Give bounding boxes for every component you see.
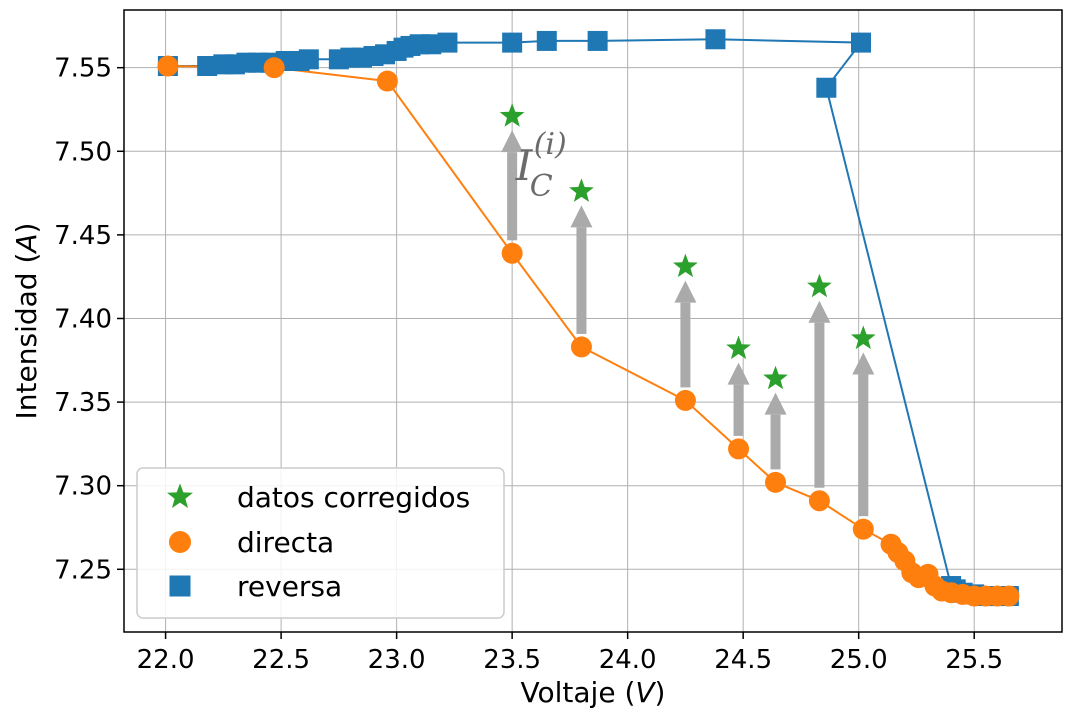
data-point-square	[851, 32, 871, 53]
data-point-circle	[570, 336, 592, 358]
correction-arrow-shaft	[576, 227, 587, 334]
y-tick-label: 7.55	[54, 54, 112, 84]
annotation-subscript: C	[530, 169, 553, 204]
y-tick-label: 7.25	[54, 555, 112, 585]
correction-arrow-head	[501, 130, 524, 153]
data-point-circle	[728, 438, 750, 460]
data-point-circle	[765, 471, 787, 493]
data-point-square	[705, 29, 726, 50]
data-point-star	[807, 273, 832, 298]
correction-arrow-shaft	[733, 384, 744, 436]
y-tick-label: 7.50	[54, 137, 112, 167]
correction-arrow-head	[764, 392, 787, 415]
y-tick-label: 7.40	[54, 304, 112, 334]
legend-box	[136, 467, 505, 619]
data-point-square	[197, 56, 218, 77]
legend: datos corregidos directa reversa	[136, 467, 505, 619]
data-point-square	[421, 34, 442, 55]
data-point-circle	[501, 242, 523, 264]
data-point-square	[437, 32, 458, 53]
data-point-star	[673, 253, 698, 278]
correction-arrow-head	[852, 352, 875, 375]
correction-arrow-shaft	[507, 152, 518, 241]
plot-frame	[123, 9, 1063, 633]
data-point-circle	[376, 70, 398, 92]
x-tick-label: 22.5	[252, 645, 310, 675]
data-point-star	[569, 178, 594, 202]
data-point-square	[816, 77, 837, 98]
grid	[124, 10, 1062, 632]
data-point-circle	[998, 585, 1020, 607]
data-point-square	[587, 30, 608, 51]
legend-label: datos corregidos	[237, 481, 470, 514]
x-tick-label: 23.0	[368, 645, 426, 675]
correction-arrow-head	[674, 280, 697, 303]
annotation-symbol: I	[515, 141, 534, 190]
x-tick-label: 23.5	[483, 645, 541, 675]
data-point-star	[726, 335, 751, 360]
annotation-ic: IC (i)	[515, 127, 567, 204]
data-point-circle	[157, 55, 179, 77]
y-tick-label: 7.30	[54, 472, 112, 502]
correction-arrow-shaft	[680, 302, 691, 388]
x-axis-label: Voltaje (V)	[521, 676, 666, 709]
legend-marker-star	[167, 483, 193, 509]
correction-arrow-shaft	[814, 322, 825, 488]
legend-marker-square	[169, 575, 191, 597]
correction-arrow-head	[727, 362, 750, 385]
data-point-star	[850, 325, 876, 350]
legend-label: directa	[237, 526, 334, 559]
x-tick-label: 22.0	[137, 645, 195, 675]
correction-arrow-shaft	[858, 374, 869, 517]
data-point-square	[502, 32, 523, 53]
correction-arrow-head	[808, 300, 831, 323]
data-point-circle	[852, 518, 874, 540]
x-tick-label: 24.5	[714, 645, 772, 675]
annotation-superscript: (i)	[534, 127, 567, 162]
correction-arrows	[501, 130, 875, 517]
x-tick-label: 25.5	[945, 645, 1003, 675]
data-point-circle	[263, 57, 285, 79]
legend-marker-circle	[168, 530, 192, 554]
data-marks	[157, 29, 1020, 607]
data-point-circle	[808, 490, 830, 512]
axis-ticks: 22.0 22.5 23.0 23.5 24.0 24.5 25.0 25.5 7.25 7.30…	[54, 54, 1003, 675]
y-tick-label: 7.45	[54, 221, 112, 251]
data-point-circle	[674, 389, 696, 411]
data-point-square	[298, 49, 319, 70]
data-point-square	[536, 30, 557, 51]
legend-label: reversa	[237, 570, 342, 603]
correction-arrow-head	[570, 205, 593, 228]
x-tick-label: 24.0	[599, 645, 657, 675]
data-point-star	[499, 103, 525, 127]
correction-arrow-shaft	[770, 414, 781, 470]
y-tick-label: 7.35	[54, 388, 112, 418]
y-axis-label: Intensidad (A)	[10, 223, 43, 420]
data-point-star	[763, 365, 788, 390]
x-tick-label: 25.0	[830, 645, 888, 675]
